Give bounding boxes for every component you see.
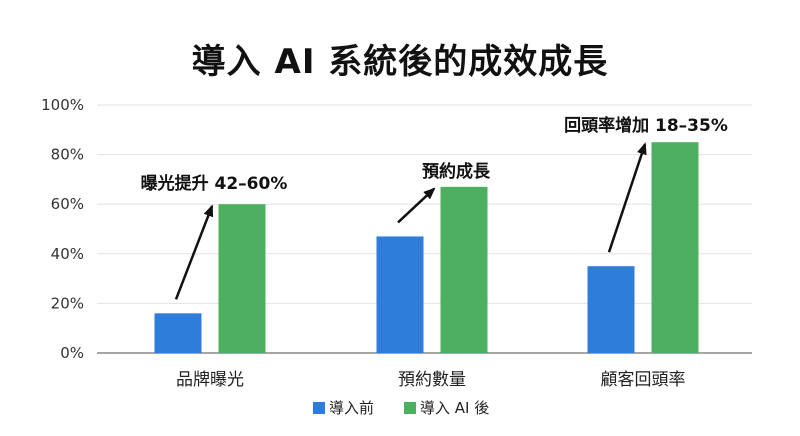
annotation-arrow (397, 187, 436, 224)
y-tick-label: 0% (60, 344, 84, 362)
annotation-arrow (174, 204, 214, 300)
x-category-label: 品牌曝光 (176, 370, 244, 390)
annotations: 曝光提升 42–60% 預約成長 回頭率增加 18–35% (141, 115, 728, 300)
gridlines (97, 104, 752, 354)
legend-label: 導入 AI 後 (420, 399, 489, 417)
x-category-label: 顧客回頭率 (601, 370, 686, 390)
y-tick-label: 100% (41, 96, 84, 114)
legend-label: 導入前 (329, 399, 374, 417)
y-tick-label: 60% (51, 195, 84, 213)
x-axis-categories: 品牌曝光 預約數量 顧客回頭率 (176, 370, 686, 390)
y-tick-label: 80% (51, 146, 84, 164)
bar-before-0 (154, 313, 202, 353)
annotation-label: 回頭率增加 18–35% (564, 115, 728, 136)
legend-swatch (404, 402, 416, 414)
y-tick-label: 20% (51, 294, 84, 312)
legend-swatch (313, 402, 325, 414)
x-category-label: 預約數量 (398, 370, 466, 390)
bars (154, 142, 699, 353)
bar-after-0 (218, 204, 266, 353)
y-tick-label: 40% (51, 245, 84, 263)
legend: 導入前 導入 AI 後 (313, 399, 489, 417)
bar-after-2 (651, 142, 699, 353)
chart-title: 導入 AI 系統後的成效成長 (191, 42, 609, 82)
bar-before-1 (376, 236, 424, 353)
annotation-label: 預約成長 (422, 161, 491, 182)
annotation-arrow (607, 142, 647, 253)
annotation-label: 曝光提升 42–60% (141, 173, 288, 194)
bar-after-1 (440, 186, 488, 353)
y-axis-ticks: 0% 20% 40% 60% 80% 100% (41, 96, 84, 362)
bar-before-2 (587, 266, 635, 353)
